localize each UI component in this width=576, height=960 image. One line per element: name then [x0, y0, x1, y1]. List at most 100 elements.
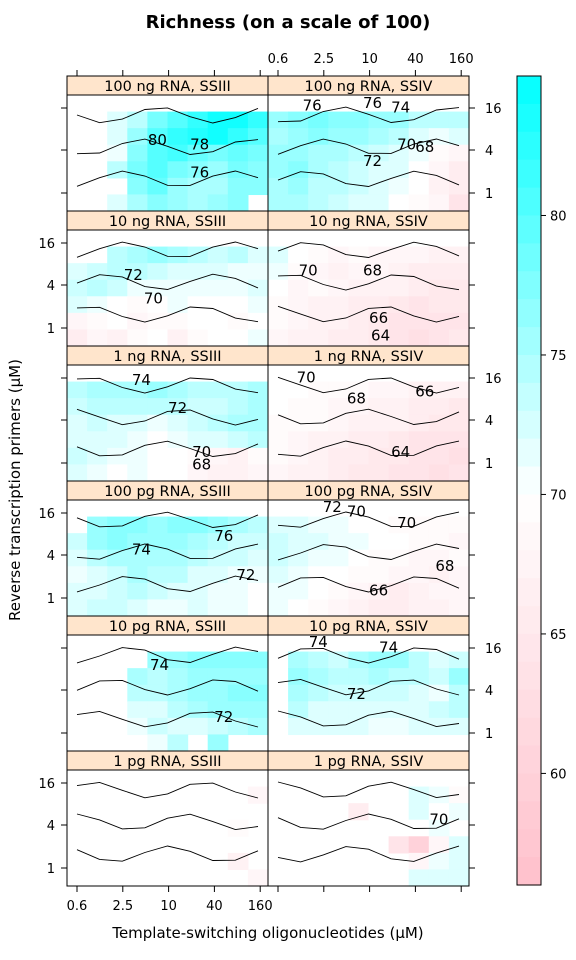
heatmap-cell	[288, 464, 309, 482]
heatmap-cell	[147, 177, 169, 196]
heatmap-cell	[207, 296, 229, 314]
heatmap-cell	[288, 717, 309, 736]
colorbar-step	[517, 131, 541, 161]
heatmap-cell	[167, 381, 189, 399]
heatmap-cell	[308, 329, 329, 347]
heatmap-cell	[187, 717, 209, 736]
heatmap-cell	[268, 296, 289, 314]
heatmap-cell	[328, 246, 349, 264]
heatmap-cell	[428, 549, 450, 567]
heatmap-cell	[87, 381, 108, 399]
heatmap-cell	[247, 111, 269, 129]
heatmap-cell	[328, 312, 349, 331]
heatmap-cell	[268, 246, 289, 264]
heatmap-cell	[107, 279, 128, 297]
contour-label: 66	[369, 309, 388, 327]
heatmap-cell	[368, 516, 390, 534]
heatmap-cell	[107, 398, 128, 416]
colorbar-step	[517, 745, 541, 775]
heatmap-cell	[87, 296, 108, 314]
heatmap-cell	[167, 582, 189, 601]
y-tick-label: 16	[38, 237, 55, 252]
heatmap-cell	[127, 684, 148, 702]
heatmap-cell	[328, 194, 349, 212]
heatmap-cell	[368, 279, 390, 297]
heatmap-cell	[207, 533, 229, 551]
heatmap-cell	[167, 111, 189, 129]
panel-label: 1 pg RNA, SSIV	[314, 754, 424, 770]
colorbar-step	[517, 633, 541, 663]
heatmap-cell	[348, 803, 370, 821]
heatmap-cell	[87, 414, 108, 432]
contour-label: 72	[347, 685, 366, 703]
contour-label: 72	[124, 266, 143, 284]
heatmap-cell	[247, 128, 269, 146]
heatmap-cell	[227, 128, 249, 146]
heatmap-cell	[428, 668, 450, 686]
heatmap-cell	[227, 431, 249, 449]
heatmap-cell	[288, 549, 309, 567]
contour-line	[277, 511, 460, 528]
contour-label: 70	[429, 811, 448, 829]
heatmap-cell	[328, 533, 349, 551]
heatmap-cell	[167, 296, 189, 314]
heatmap-cell	[227, 651, 249, 669]
heatmap-cell	[127, 246, 148, 264]
contour-label: 70	[397, 514, 416, 532]
heatmap-cell	[368, 161, 390, 179]
heatmap-cell	[227, 819, 249, 837]
heatmap-cell	[127, 312, 148, 331]
y-tick-label: 4	[485, 144, 493, 159]
heatmap-cell	[167, 701, 189, 719]
heatmap-cell	[308, 599, 329, 617]
colorbar-step	[517, 578, 541, 607]
heatmap-cell	[388, 414, 410, 432]
heatmap-cell	[288, 246, 309, 264]
heatmap-cell	[147, 144, 169, 162]
heatmap-cell	[328, 447, 349, 466]
heatmap-cell	[288, 161, 309, 179]
colorbar-step	[517, 299, 541, 328]
colorbar-step	[517, 829, 541, 858]
heatmap-cell	[227, 398, 249, 416]
y-tick-label: 1	[47, 322, 55, 337]
heatmap-cell	[247, 431, 269, 449]
contour-label: 70	[299, 261, 318, 279]
heatmap-cell	[428, 533, 450, 551]
heatmap-cell	[368, 246, 390, 264]
heatmap-cell	[187, 599, 209, 617]
heatmap-cell	[388, 329, 410, 347]
heatmap-cell	[448, 464, 470, 482]
heatmap-cell	[448, 852, 470, 871]
heatmap-cell	[448, 599, 470, 617]
contour-label: 74	[132, 371, 151, 389]
heatmap-cell	[107, 312, 128, 331]
heatmap-cell	[448, 296, 470, 314]
heatmap-cell	[448, 549, 470, 567]
heatmap-cell	[308, 398, 329, 416]
heatmap-cell	[388, 447, 410, 466]
heatmap-cell	[127, 111, 148, 129]
heatmap-cell	[107, 431, 128, 449]
heatmap-cell	[388, 701, 410, 719]
contour-label: 66	[369, 581, 388, 599]
heatmap-cell	[127, 533, 148, 551]
heatmap-cell	[67, 599, 88, 617]
heatmap-cell	[348, 246, 370, 264]
heatmap-cell	[167, 329, 189, 347]
contour-line	[277, 813, 460, 830]
heatmap-cell	[167, 414, 189, 432]
heatmap-cell	[67, 549, 88, 567]
heatmap-cell	[107, 381, 128, 399]
heatmap-cell	[308, 701, 329, 719]
heatmap-cell	[227, 566, 249, 584]
heatmap-cell	[308, 128, 329, 146]
heatmap-cell	[428, 869, 450, 887]
colorbar-frame	[516, 75, 542, 886]
heatmap-cell	[408, 869, 430, 887]
heatmap-cell	[448, 447, 470, 466]
heatmap-cell	[408, 296, 430, 314]
y-tick-label: 4	[485, 414, 493, 429]
heatmap-cell	[127, 447, 148, 466]
